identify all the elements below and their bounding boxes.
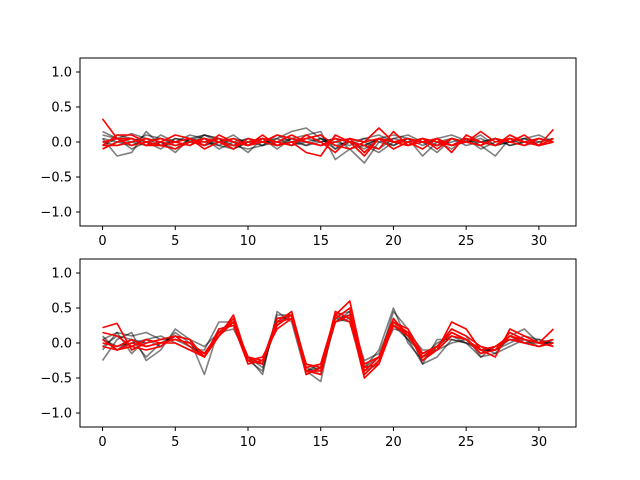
bottom-x-tick-label: 30 <box>531 435 548 450</box>
top-panel: 0 5 10 15 20 25 30 −1.0 −0.5 0.0 0.5 1.0 <box>40 57 577 249</box>
top-x-tick-label: 25 <box>458 234 475 249</box>
top-x-tick-label: 20 <box>385 234 402 249</box>
bottom-y-tick-label: −1.0 <box>40 407 72 422</box>
bottom-x-tick-label: 25 <box>458 435 475 450</box>
bottom-y-tick-label: −0.5 <box>40 372 72 387</box>
bottom-series-line-11 <box>102 307 554 376</box>
bottom-x-tick-label: 5 <box>171 435 179 450</box>
top-y-tick-label: −1.0 <box>40 206 72 221</box>
bottom-x-tick-label: 20 <box>385 435 402 450</box>
top-y-tick-label: −0.5 <box>40 171 72 186</box>
bottom-y-tick-label: 1.0 <box>51 267 72 282</box>
bottom-panel: 0 5 10 15 20 25 30 −1.0 −0.5 0.0 0.5 1.0 <box>40 258 577 450</box>
top-series-line-12 <box>102 128 555 154</box>
bottom-series-line-9 <box>102 300 554 376</box>
top-series-line-13 <box>102 134 554 154</box>
top-y-tick-label: 1.0 <box>51 66 72 81</box>
bottom-y-tick-label: 0.0 <box>51 337 72 352</box>
top-x-tick-label: 10 <box>240 234 257 249</box>
top-x-tick-label: 0 <box>98 234 106 249</box>
bottom-x-tick-label: 15 <box>312 435 329 450</box>
top-series-line-9 <box>101 118 554 150</box>
bottom-x-tick-label: 10 <box>240 435 257 450</box>
top-y-tick-label: 0.5 <box>51 101 72 116</box>
bottom-x-tick-label: 0 <box>98 435 106 450</box>
top-x-tick-label: 30 <box>531 234 548 249</box>
top-y-tick-label: 0.0 <box>51 136 72 151</box>
top-plot-area <box>101 118 555 164</box>
bottom-y-tick-label: 0.5 <box>51 302 72 317</box>
bottom-plot-area <box>101 300 555 383</box>
top-x-tick-label: 15 <box>312 234 329 249</box>
top-x-tick-label: 5 <box>171 234 179 249</box>
